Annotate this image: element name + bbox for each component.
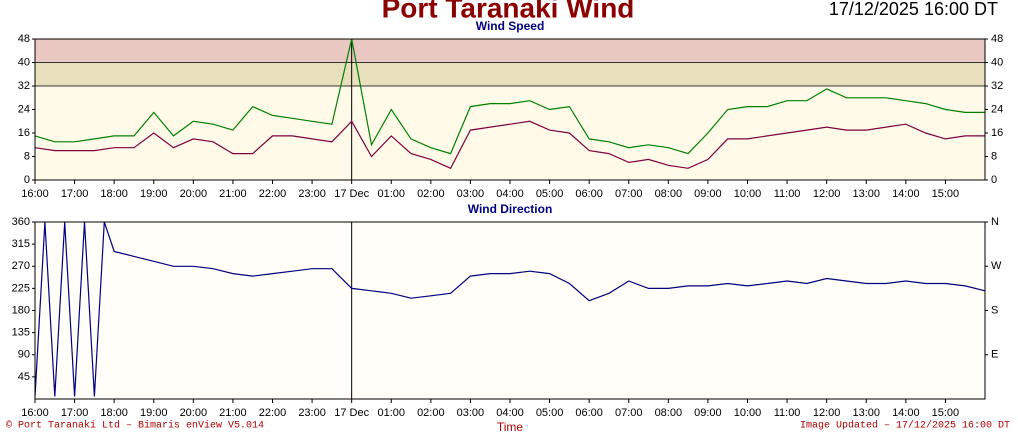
x-tick-label: 09:00	[694, 407, 722, 419]
data-line	[34, 38, 985, 155]
y-tick-label: 270	[12, 260, 30, 272]
x-tick-label: 21:00	[219, 407, 247, 419]
x-tick-label: 22:00	[259, 407, 287, 419]
y2-tick-label: N	[991, 216, 999, 228]
x-axis-label: Time	[497, 420, 524, 434]
x-tick-label: 04:00	[496, 188, 524, 200]
x-tick-label: 09:00	[694, 188, 722, 200]
x-tick-label: 04:00	[496, 407, 524, 419]
data-line	[34, 221, 986, 397]
threshold-band	[35, 62, 985, 86]
y-tick-label: 24	[18, 103, 30, 115]
y2-tick-label: 40	[991, 56, 1003, 68]
x-tick-label: 17 Dec	[334, 407, 369, 419]
x-tick-label: 11:00	[774, 188, 801, 200]
x-tick-label: 17 Dec	[334, 188, 369, 200]
x-tick-label: 06:00	[575, 407, 603, 419]
x-tick-label: 17:00	[61, 407, 89, 419]
x-tick-label: 16:00	[21, 188, 49, 200]
x-tick-label: 08:00	[655, 407, 683, 419]
updated: Image Updated – 17/12/2025 16:00 DT	[800, 420, 1010, 432]
x-tick-label: 21:00	[219, 188, 247, 200]
x-tick-label: 20:00	[180, 188, 208, 200]
x-tick-label: 01:00	[377, 407, 405, 419]
x-tick-label: 07:00	[615, 407, 643, 419]
x-tick-label: 18:00	[100, 407, 128, 419]
plot-frame	[34, 38, 986, 181]
x-tick-label: 05:00	[536, 407, 564, 419]
x-tick-label: 14:00	[892, 188, 920, 200]
threshold-band	[35, 39, 985, 63]
y-tick-label: 90	[18, 349, 30, 361]
x-tick-label: 10:00	[734, 407, 762, 419]
x-tick-label: 10:00	[734, 188, 762, 200]
y-tick-label: 225	[12, 282, 30, 294]
y-tick-label: 8	[24, 150, 30, 162]
plot-frame	[34, 221, 986, 400]
x-tick-label: 07:00	[615, 188, 643, 200]
y-tick-label: 45	[18, 371, 30, 383]
x-tick-label: 05:00	[536, 188, 564, 200]
x-tick-label: 03:00	[457, 407, 485, 419]
y2-tick-label: 24	[991, 103, 1003, 115]
y2-tick-label: 8	[991, 150, 997, 162]
y-tick-label: 315	[12, 238, 30, 250]
y-tick-label: 40	[18, 56, 30, 68]
x-tick-label: 08:00	[655, 188, 683, 200]
y2-tick-label: 0	[991, 174, 997, 186]
y-tick-label: 16	[18, 127, 30, 139]
y-tick-label: 180	[12, 304, 30, 316]
x-tick-label: 06:00	[575, 188, 603, 200]
chart-subtitle: Wind Speed	[476, 19, 545, 33]
x-tick-label: 02:00	[417, 407, 445, 419]
y2-tick-label: E	[991, 349, 998, 361]
x-tick-label: 13:00	[852, 188, 880, 200]
x-tick-label: 12:00	[813, 407, 841, 419]
x-tick-label: 20:00	[180, 407, 208, 419]
y2-tick-label: 16	[991, 127, 1003, 139]
y2-tick-label: 48	[991, 33, 1003, 45]
x-tick-label: 22:00	[259, 188, 287, 200]
page-title: Port Taranaki Wind	[382, 0, 635, 23]
x-tick-label: 16:00	[21, 407, 49, 419]
x-tick-label: 12:00	[813, 188, 841, 200]
y2-tick-label: W	[991, 260, 1002, 272]
x-tick-label: 15:00	[932, 407, 960, 419]
x-tick-label: 17:00	[61, 188, 89, 200]
y-tick-label: 135	[12, 327, 30, 339]
y-tick-label: 48	[18, 33, 30, 45]
x-tick-label: 19:00	[140, 188, 168, 200]
data-line	[34, 120, 985, 170]
y-tick-label: 360	[12, 216, 30, 228]
x-tick-label: 15:00	[932, 188, 960, 200]
x-tick-label: 13:00	[852, 407, 880, 419]
x-tick-label: 18:00	[100, 188, 128, 200]
y2-tick-label: 32	[991, 80, 1003, 92]
x-tick-label: 14:00	[892, 407, 920, 419]
x-tick-label: 01:00	[377, 188, 405, 200]
x-tick-label: 11:00	[774, 407, 801, 419]
y-tick-label: 0	[24, 174, 30, 186]
plot-area	[35, 222, 985, 399]
x-tick-label: 23:00	[298, 188, 326, 200]
x-tick-label: 03:00	[457, 188, 485, 200]
copyright: © Port Taranaki Ltd – Bimaris enView V5.…	[6, 420, 264, 432]
x-tick-label: 19:00	[140, 407, 168, 419]
x-tick-label: 23:00	[298, 407, 326, 419]
y2-tick-label: S	[991, 304, 998, 316]
timestamp: 17/12/2025 16:00 DT	[829, 0, 998, 19]
x-tick-label: 02:00	[417, 188, 445, 200]
chart-subtitle: Wind Direction	[468, 202, 553, 216]
y-tick-label: 32	[18, 80, 30, 92]
